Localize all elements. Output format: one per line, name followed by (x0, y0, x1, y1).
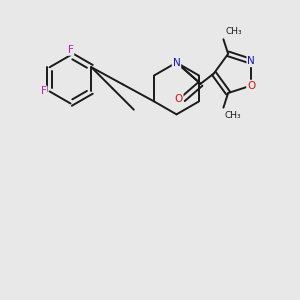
Text: N: N (172, 58, 180, 68)
Text: N: N (247, 56, 255, 66)
Text: O: O (174, 94, 183, 104)
Text: F: F (41, 86, 46, 96)
Text: CH₃: CH₃ (226, 27, 242, 36)
Text: CH₃: CH₃ (225, 111, 242, 120)
Text: F: F (68, 45, 74, 55)
Text: O: O (247, 81, 255, 91)
